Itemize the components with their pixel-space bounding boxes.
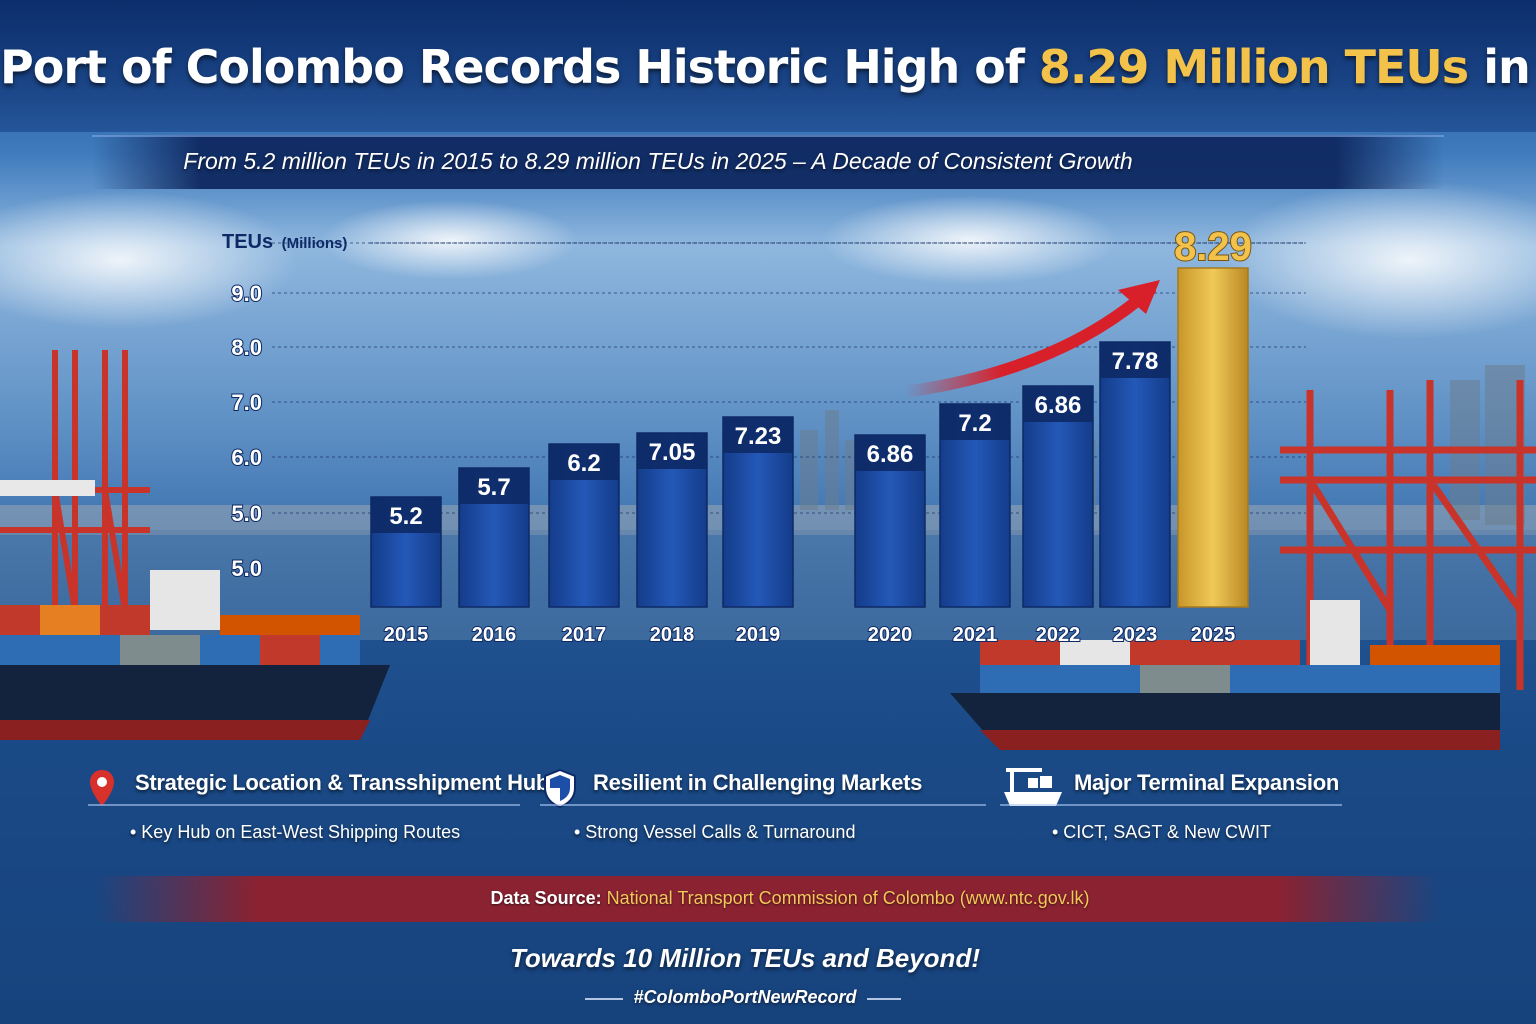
crane-ship-icon xyxy=(1004,768,1062,806)
y-axis-label-main: TEUs xyxy=(222,231,273,253)
feature-divider xyxy=(540,804,986,806)
bar-value-label-2025: 8.29 xyxy=(1174,225,1252,269)
hashtag-divider xyxy=(585,998,623,1000)
crane-left xyxy=(0,350,150,611)
y-tick-label: 9.0 xyxy=(231,281,262,306)
bar-2023 xyxy=(1099,341,1171,608)
bar-label-box-2017 xyxy=(549,444,619,480)
bar-value-label-2023: 7.78 xyxy=(1112,348,1159,375)
feature-item-resilient: • Strong Vessel Calls & Turnaround xyxy=(574,822,856,842)
y-tick-label: 5.0 xyxy=(231,556,262,581)
x-tick-label-2015: 2015 xyxy=(384,624,429,646)
y-axis-label: TEUs (Millions) xyxy=(222,231,347,253)
x-tick-label-2022: 2022 xyxy=(1036,624,1081,646)
bar-value-label-2018: 7.05 xyxy=(649,439,696,466)
bar-label-box-2019 xyxy=(723,417,793,453)
shield-icon xyxy=(544,768,576,808)
x-tick-label-2017: 2017 xyxy=(562,624,607,646)
x-tick-label-2023: 2023 xyxy=(1113,624,1158,646)
ship-left xyxy=(0,570,390,740)
feature-title-resilient: Resilient in Challenging Markets xyxy=(593,770,923,795)
bar-label-box-2021 xyxy=(940,404,1010,440)
bar-value-label-2017: 6.2 xyxy=(567,450,600,477)
bar-label-box-2022 xyxy=(1023,386,1093,422)
main-title: Port of Colombo Records Historic High of… xyxy=(0,40,1536,94)
title-band xyxy=(0,0,1536,132)
data-source-value: National Transport Commission of Colombo… xyxy=(606,888,1090,908)
x-tick-label-2025: 2025 xyxy=(1191,624,1236,646)
feature-title-expansion: Major Terminal Expansion xyxy=(1074,770,1340,795)
ship-right xyxy=(950,600,1500,750)
bar-label-box-2018 xyxy=(637,433,707,469)
subtitle: From 5.2 million TEUs in 2015 to 8.29 mi… xyxy=(183,148,1133,174)
bar-label-box-2023 xyxy=(1100,342,1170,378)
cloud xyxy=(820,195,1120,285)
subtitle-band xyxy=(92,135,1444,189)
growth-arrow-head xyxy=(1118,280,1160,314)
crane-right xyxy=(1280,380,1536,690)
bar-2025 xyxy=(1177,267,1249,608)
growth-arrow xyxy=(899,284,1156,398)
feature-divider xyxy=(88,804,520,806)
bar-label-box-2016 xyxy=(459,468,529,504)
title-prefix: Port of Colombo Records Historic High of xyxy=(0,40,1025,94)
x-tick-label-2020: 2020 xyxy=(868,624,913,646)
y-tick-label: 6.0 xyxy=(231,445,262,470)
data-source-label: Data Source: xyxy=(490,888,602,908)
bar-2022 xyxy=(1022,385,1094,608)
y-tick-label: 7.0 xyxy=(231,390,262,415)
x-tick-label-2021: 2021 xyxy=(953,624,998,646)
data-source: Data Source: National Transport Commissi… xyxy=(0,888,1536,909)
feature-item-location: • Key Hub on East-West Shipping Routes xyxy=(130,822,461,842)
title-suffix: in 2025 xyxy=(1483,40,1536,94)
x-tick-label-2019: 2019 xyxy=(736,624,781,646)
bar-label-box-2015 xyxy=(371,497,441,533)
bar-value-label-2022: 6.86 xyxy=(1035,392,1082,419)
bar-value-label-2015: 5.2 xyxy=(389,503,422,530)
y-tick-label: 5.0 xyxy=(231,501,262,526)
bar-value-label-2021: 7.2 xyxy=(958,410,991,437)
location-pin-icon xyxy=(90,770,114,806)
hashtag-divider xyxy=(867,998,901,1000)
cloud xyxy=(1220,180,1536,340)
cloud xyxy=(320,200,580,280)
bar-value-label-2020: 6.86 xyxy=(867,441,914,468)
source-band xyxy=(96,876,1440,922)
x-tick-label-2016: 2016 xyxy=(472,624,517,646)
bar-label-box-2020 xyxy=(855,435,925,471)
title-highlight: 8.29 Million TEUs xyxy=(1038,40,1469,94)
cloud xyxy=(0,190,300,330)
x-tick-label-2018: 2018 xyxy=(650,624,695,646)
tagline: Towards 10 Million TEUs and Beyond! xyxy=(510,943,980,973)
bar-value-label-2019: 7.23 xyxy=(735,423,782,450)
feature-item-expansion: • CICT, SAGT & New CWIT xyxy=(1052,822,1271,842)
y-tick-label: 8.0 xyxy=(231,335,262,360)
hashtag: #ColomboPortNewRecord xyxy=(633,987,857,1007)
feature-title-location: Strategic Location & Transshipment Hub xyxy=(135,770,549,795)
feature-divider xyxy=(1000,804,1342,806)
y-axis-label-unit: (Millions) xyxy=(282,235,348,252)
bar-value-label-2016: 5.7 xyxy=(477,474,510,501)
